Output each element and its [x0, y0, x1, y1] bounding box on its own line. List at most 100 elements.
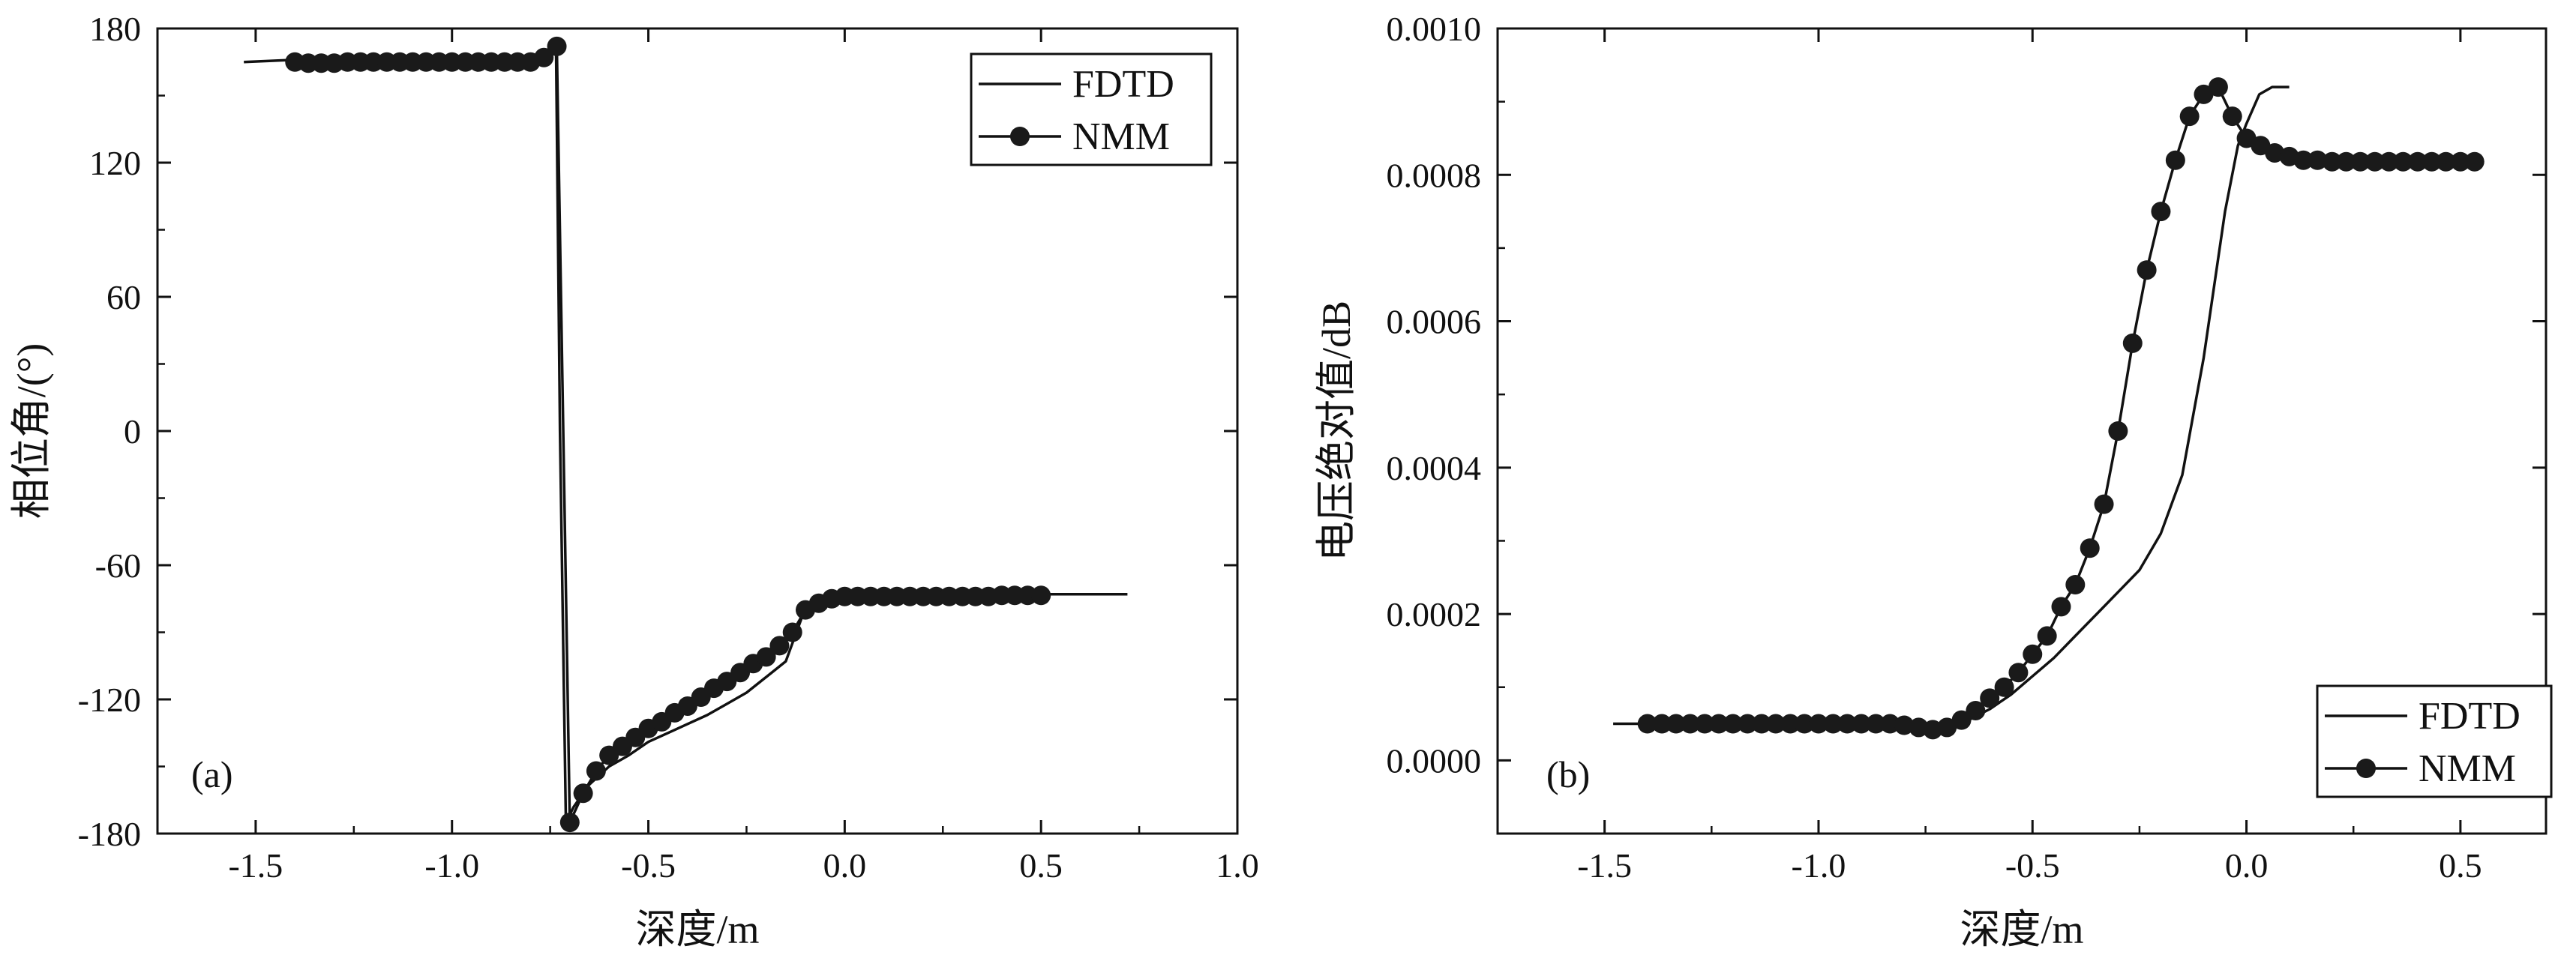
data-point-nmm: [586, 761, 606, 781]
data-point-nmm: [939, 586, 959, 606]
x-tick-label: 0.0: [2225, 846, 2269, 885]
data-point-nmm: [2464, 151, 2485, 172]
data-point-nmm: [2293, 150, 2314, 170]
data-point-nmm: [2080, 538, 2100, 558]
data-point-nmm: [2422, 151, 2442, 172]
y-tick-label: -60: [95, 546, 141, 585]
x-tick-label: 0.0: [823, 846, 867, 885]
data-point-nmm: [1866, 714, 1886, 734]
data-point-nmm: [403, 52, 423, 72]
data-point-nmm: [900, 586, 920, 606]
data-point-nmm: [1823, 714, 1843, 734]
x-tick-label: -1.0: [424, 846, 479, 885]
legend-swatch-marker: [2356, 759, 2376, 778]
data-point-nmm: [2365, 151, 2385, 172]
data-point-nmm: [2037, 626, 2057, 646]
data-point-nmm: [2450, 151, 2470, 172]
legend-box: [970, 52, 1213, 166]
data-point-nmm: [1680, 714, 1700, 734]
data-point-nmm: [1937, 717, 1957, 738]
legend: FDTD NMM: [2316, 684, 2553, 798]
y-tick-label: 0.0010: [1387, 10, 1482, 48]
series-line-fdtd: [1613, 85, 2290, 729]
data-point-nmm: [2308, 150, 2328, 170]
data-point-nmm: [2265, 142, 2285, 163]
y-tick-label: 0: [124, 412, 141, 451]
data-point-nmm: [860, 586, 880, 606]
y-axis-label: 相位角/(°): [9, 343, 54, 519]
data-point-nmm: [2336, 151, 2356, 172]
series-line-nmm: [1647, 85, 2475, 732]
data-point-nmm: [2094, 494, 2114, 514]
x-tick-label: 0.5: [2439, 846, 2482, 885]
data-point-nmm: [2393, 151, 2413, 172]
data-point-nmm: [1980, 688, 2000, 708]
data-point-nmm: [769, 636, 790, 656]
y-tick-label: 0.0000: [1387, 741, 1482, 780]
y-tick-label: 0.0006: [1387, 303, 1482, 341]
data-point-nmm: [1695, 714, 1715, 734]
data-point-nmm: [1765, 714, 1786, 734]
y-tick-label: -180: [78, 815, 141, 853]
data-point-nmm: [1637, 714, 1657, 734]
legend-entry-label: FDTD: [2419, 695, 2521, 738]
data-point-nmm: [2008, 663, 2029, 683]
y-tick-label: 180: [89, 10, 141, 48]
data-point-nmm: [2222, 106, 2242, 127]
data-point-nmm: [2208, 77, 2228, 97]
data-point-nmm: [2051, 597, 2071, 617]
x-tick-label: -1.5: [228, 846, 283, 885]
data-point-nmm: [2137, 260, 2157, 280]
data-point-nmm: [756, 647, 776, 667]
legend-swatch-marker: [1010, 127, 1030, 146]
panel-label: (a): [191, 753, 233, 795]
data-point-nmm: [1837, 714, 1858, 734]
data-point-nmm: [1880, 714, 1900, 734]
y-tick-label: 0.0008: [1387, 156, 1482, 194]
x-tick-label: 0.5: [1019, 846, 1063, 885]
data-point-nmm: [1752, 714, 1772, 734]
data-point-nmm: [1018, 585, 1038, 606]
data-point-nmm: [1795, 714, 1815, 734]
y-axis-label: 电压绝对值/dB: [1314, 301, 1359, 561]
data-point-nmm: [2350, 151, 2371, 172]
panel-label: (b): [1546, 753, 1590, 795]
data-point-nmm: [782, 622, 802, 642]
data-point-nmm: [2151, 202, 2171, 222]
data-point-nmm: [2108, 421, 2128, 441]
data-point-nmm: [2407, 151, 2428, 172]
data-point-nmm: [547, 36, 567, 56]
plot-frame: [1496, 27, 2548, 835]
data-point-nmm: [1966, 700, 1986, 720]
data-point-nmm: [442, 52, 462, 72]
data-point-nmm: [1652, 714, 1672, 734]
legend-entry-label: FDTD: [1072, 63, 1174, 106]
x-tick-label: -0.5: [621, 846, 676, 885]
legend: FDTD NMM: [970, 52, 1213, 166]
legend-entry-label: NMM: [1072, 115, 1170, 158]
data-point-nmm: [1994, 677, 2014, 697]
data-point-nmm: [1951, 710, 1972, 730]
data-point-nmm: [481, 52, 502, 72]
y-tick-label: 0.0002: [1387, 595, 1482, 633]
data-point-nmm: [2065, 575, 2086, 595]
data-point-nmm: [1031, 585, 1051, 606]
data-point-nmm: [2165, 150, 2185, 170]
x-tick-label: 1.0: [1216, 846, 1259, 885]
data-point-nmm: [1738, 714, 1758, 734]
data-point-nmm: [2122, 333, 2143, 353]
chart-panel-a: -1.5 -1.0 -0.5 0.0 0.5 1.0 -180 -120 -60 0 60 120 18…: [9, 10, 1259, 952]
data-point-nmm: [2436, 151, 2456, 172]
data-point-nmm: [2179, 106, 2200, 127]
y-tick-label: 0.0004: [1387, 449, 1482, 487]
x-tick-label: -1.0: [1792, 846, 1846, 885]
y-tick-label: 60: [106, 278, 141, 316]
data-point-nmm: [1666, 714, 1686, 734]
data-point-nmm: [2379, 151, 2399, 172]
data-point-nmm: [2194, 84, 2214, 104]
y-tick-label: -120: [78, 681, 141, 719]
data-point-nmm: [364, 52, 383, 72]
data-point-nmm: [1808, 714, 1828, 734]
data-point-nmm: [1709, 714, 1729, 734]
